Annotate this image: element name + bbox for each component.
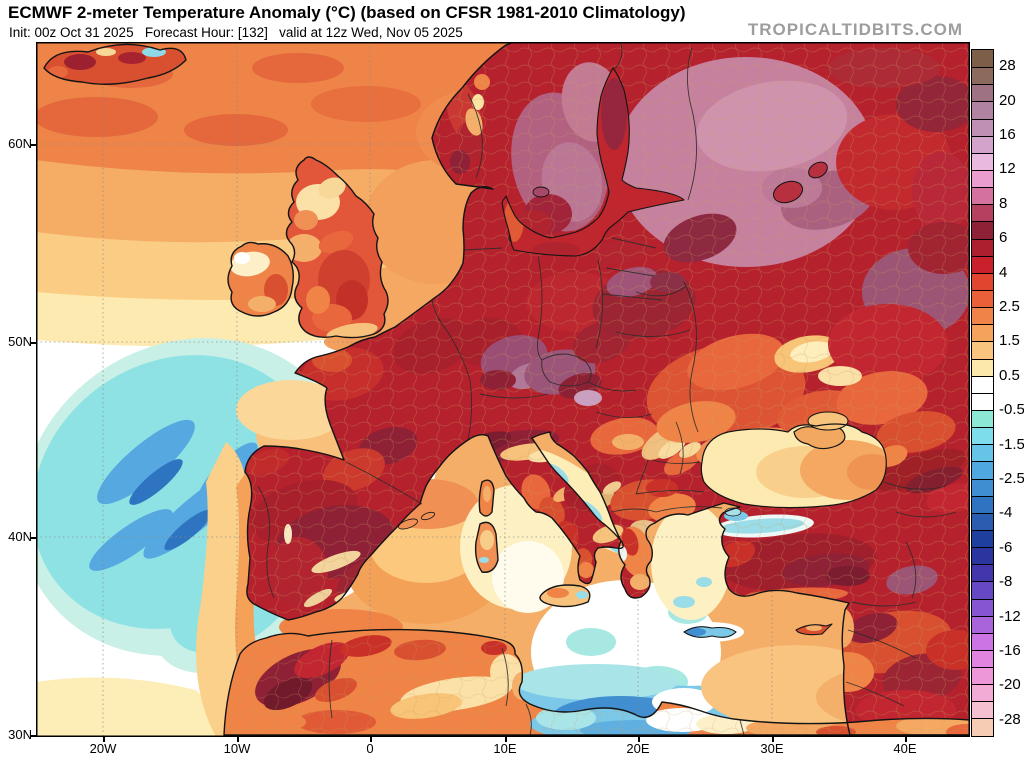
colorbar-segment: [972, 272, 993, 290]
lon-label: 10W: [223, 741, 251, 756]
chart-title: ECMWF 2-meter Temperature Anomaly (°C) (…: [8, 3, 686, 22]
colorbar-segment: [972, 461, 993, 479]
lon-tick: [103, 737, 105, 742]
lat-label: 40N: [8, 529, 32, 544]
tropicaltidbits-watermark: TROPICALTIDBITS.COM: [747, 20, 963, 39]
colorbar-tick-label: 2.5: [999, 298, 1020, 315]
colorbar-tick-label: 12: [999, 160, 1016, 178]
colorbar-tick-label: -4: [999, 504, 1013, 522]
colorbar-tick-label: -2.5: [999, 470, 1024, 487]
colorbar-segment: [972, 564, 993, 582]
colorbar-tick-label: -20: [999, 676, 1021, 694]
lon-tick: [905, 737, 907, 742]
colorbar-segment: [972, 392, 993, 410]
lon-label: 40E: [893, 741, 917, 756]
country-borders: [257, 42, 957, 736]
colorbar-segment: [972, 118, 993, 136]
colorbar-segment: [972, 427, 993, 445]
lon-label: 0: [366, 741, 374, 756]
colorbar-segment: [972, 667, 993, 685]
colorbar-segment: [972, 67, 993, 85]
chart-subtitle: Init: 00z Oct 31 2025 Forecast Hour: [13…: [9, 25, 463, 40]
colorbar-segment: [972, 324, 993, 342]
map-canvas: [36, 42, 970, 737]
colorbar-segment: [972, 529, 993, 548]
colorbar-segment: [972, 444, 993, 462]
colorbar-tick-label: 8: [999, 194, 1008, 212]
colorbar-segment: [972, 255, 993, 273]
colorbar-segment: [972, 478, 993, 496]
colorbar-tick-label: 28: [999, 57, 1016, 75]
colorbar-segment: [972, 632, 993, 650]
lon-label: 20W: [89, 741, 117, 756]
map-border: [36, 42, 970, 737]
lon-tick: [638, 737, 640, 742]
colorbar-segment: [972, 409, 993, 428]
colorbar-tick-label: 1.5: [999, 332, 1020, 350]
lon-tick: [505, 737, 507, 742]
colorbar-tick-label: 4: [999, 263, 1008, 281]
colorbar-segment: [972, 581, 993, 599]
temperature-colorbar: [971, 49, 994, 737]
colorbar-segment: [972, 598, 993, 616]
colorbar-tick-label: -8: [999, 573, 1013, 591]
lon-label: 30E: [760, 741, 784, 756]
colorbar-tick-label: 20: [999, 91, 1016, 109]
lat-tick: [30, 342, 36, 344]
colorbar-segment: [972, 289, 993, 308]
colorbar-segment: [972, 238, 993, 256]
lon-label: 20E: [626, 741, 650, 756]
colorbar-segment: [972, 649, 993, 668]
lon-label: 10E: [493, 741, 517, 756]
colorbar-segment: [972, 341, 993, 359]
lon-tick: [237, 737, 239, 742]
colorbar-segment: [972, 135, 993, 153]
lat-label: 30N: [8, 727, 32, 742]
colorbar-tick-label: -0.5: [999, 401, 1024, 419]
colorbar-segment: [972, 701, 993, 719]
colorbar-segment: [972, 684, 993, 702]
lat-label: 50N: [8, 334, 32, 349]
lon-tick: [370, 737, 372, 742]
colorbar-segment: [972, 718, 993, 736]
colorbar-segment: [972, 84, 993, 102]
colorbar-segment: [972, 101, 993, 119]
colorbar-segment: [972, 615, 993, 633]
lat-tick: [30, 537, 36, 539]
colorbar-segment: [972, 169, 993, 188]
colorbar-segment: [972, 187, 993, 205]
europe-anomaly-map: [36, 42, 970, 737]
lat-tick: [30, 735, 36, 737]
colorbar-segment: [972, 204, 993, 222]
lat-label: 60N: [8, 136, 32, 151]
lon-tick: [772, 737, 774, 742]
colorbar-tick-label: -28: [999, 710, 1021, 728]
colorbar-segment: [972, 358, 993, 376]
colorbar-segment: [972, 50, 993, 68]
colorbar-tick-label: -16: [999, 642, 1021, 659]
colorbar-segment: [972, 495, 993, 513]
colorbar-segment: [972, 221, 993, 239]
colorbar-segment: [972, 547, 993, 565]
colorbar-segment: [972, 375, 993, 393]
colorbar-tick-label: -6: [999, 538, 1013, 556]
colorbar-segment: [972, 152, 993, 170]
colorbar-tick-label: 16: [999, 126, 1016, 143]
colorbar-segment: [972, 307, 993, 325]
lat-tick: [30, 144, 36, 146]
colorbar-tick-label: 0.5: [999, 366, 1020, 384]
colorbar-tick-label: 6: [999, 229, 1008, 247]
colorbar-tick-label: -1.5: [999, 435, 1024, 453]
colorbar-segment: [972, 512, 993, 530]
colorbar-tick-label: -12: [999, 607, 1021, 625]
